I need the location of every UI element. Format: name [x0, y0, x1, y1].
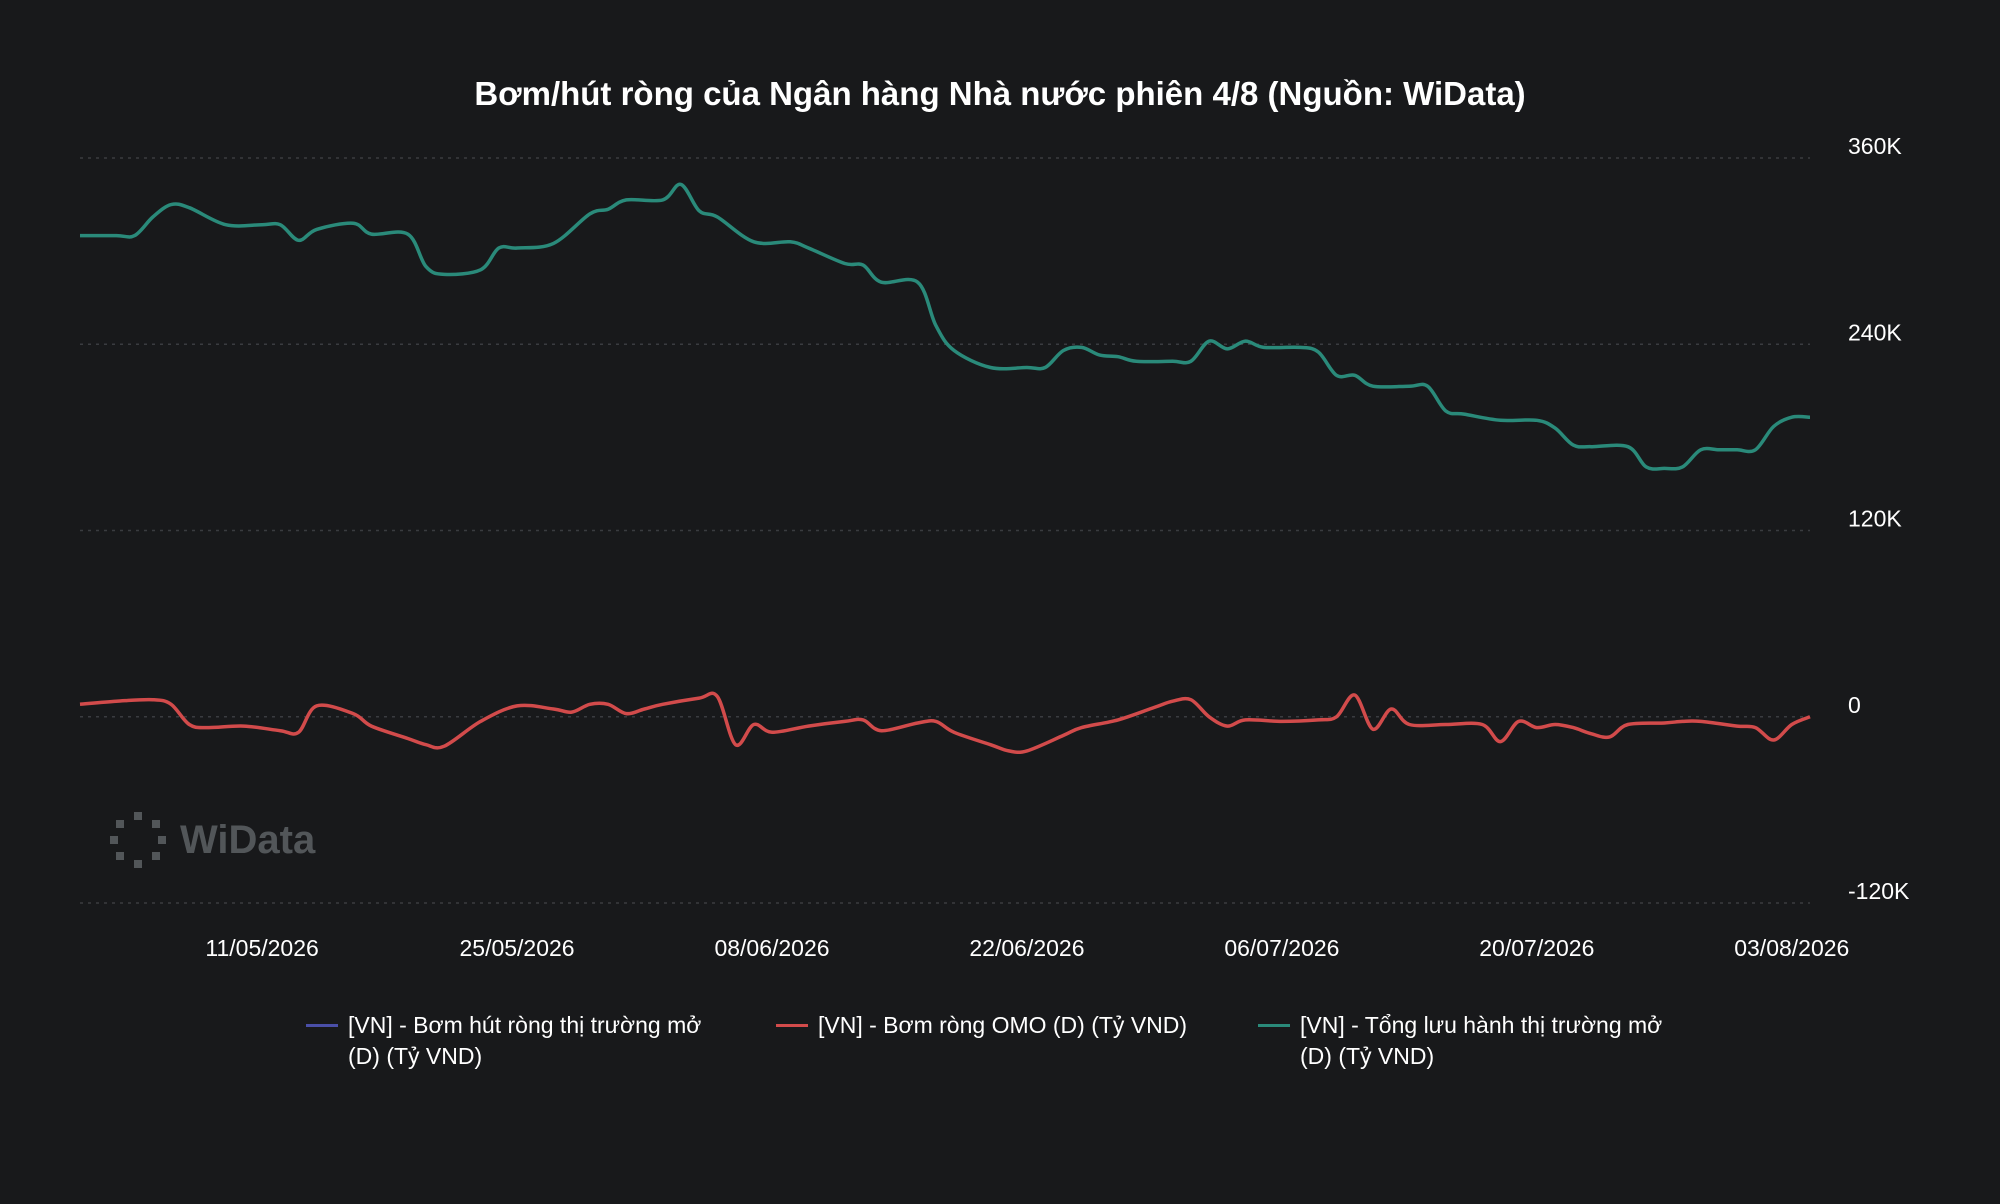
legend-swatch-open-market-net [306, 1024, 338, 1027]
legend-swatch-omo-net [776, 1024, 808, 1027]
legend-item-omo-net[interactable]: [VN] - Bơm ròng OMO (D) (Tỷ VND) [776, 1010, 1187, 1041]
series-line-2 [80, 182, 1811, 471]
y-tick-label: 360K [1848, 133, 1902, 159]
y-tick-label: 240K [1848, 319, 1902, 345]
legend-label: [VN] - Tổng lưu hành thị trường mở (D) (… [1300, 1012, 1663, 1069]
widata-watermark: WiData [110, 812, 315, 868]
legend-swatch-outstanding [1258, 1024, 1290, 1027]
legend-label: [VN] - Bơm hút ròng thị trường mở (D) (T… [348, 1012, 702, 1069]
y-tick-label: 0 [1848, 692, 1861, 718]
x-axis-ticks: 11/05/2026 25/05/2026 08/06/2026 22/06/2026… [205, 935, 1849, 961]
y-tick-label: 120K [1848, 506, 1902, 532]
watermark-text: WiData [180, 817, 316, 862]
x-tick-label: 03/08/2026 [1734, 935, 1849, 961]
chart-title: Bơm/hút ròng của Ngân hàng Nhà nước phiê… [474, 75, 1525, 112]
y-axis-ticks: 360K 240K 120K 0 -120K [1848, 133, 1910, 904]
widata-logo-icon [110, 812, 166, 868]
x-tick-label: 22/06/2026 [969, 935, 1084, 961]
series-lines [79, 182, 1811, 755]
legend-item-outstanding[interactable]: [VN] - Tổng lưu hành thị trường mở (D) (… [1258, 1010, 1662, 1072]
y-tick-label: -120K [1848, 878, 1910, 904]
x-tick-label: 08/06/2026 [714, 935, 829, 961]
legend-label: [VN] - Bơm ròng OMO (D) (Tỷ VND) [818, 1012, 1188, 1038]
series-line-1 [79, 691, 1811, 755]
legend-item-open-market-net[interactable]: [VN] - Bơm hút ròng thị trường mở (D) (T… [306, 1010, 701, 1072]
x-tick-label: 20/07/2026 [1479, 935, 1594, 961]
x-tick-label: 06/07/2026 [1224, 935, 1339, 961]
gridlines [80, 157, 1810, 904]
x-tick-label: 25/05/2026 [459, 935, 574, 961]
x-tick-label: 11/05/2026 [205, 935, 318, 961]
